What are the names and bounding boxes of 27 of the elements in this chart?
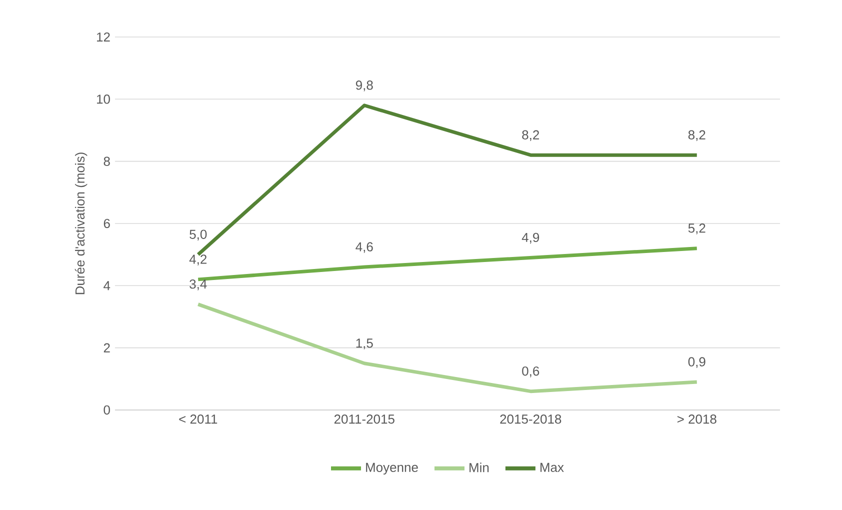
y-tick-label: 10 [97,94,110,104]
data-label: 5,0 [190,230,207,240]
y-tick-label: 6 [104,218,110,228]
data-label: 9,8 [356,80,373,92]
legend-label: Moyenne [366,462,418,475]
data-label: 3,4 [190,279,207,290]
y-tick-label: 2 [104,343,110,352]
data-label: 0,6 [522,366,540,378]
data-label: 5,2 [688,224,706,234]
data-label: 4,6 [356,242,373,253]
data-label: 4,9 [522,232,540,244]
data-label: 4,2 [189,254,207,266]
y-tick-label: 8 [104,156,110,166]
data-label: 8,2 [688,130,706,142]
y-tick-label: 4 [104,281,110,290]
x-tick-label: 2015-2018 [500,414,562,424]
y-axis-title: Durée d'activation (mois) [74,152,88,294]
data-label: 0,9 [688,357,706,368]
x-tick-label: < 2011 [179,414,218,424]
x-tick-label: > 2018 [677,414,716,424]
data-label: 1,5 [356,338,373,350]
y-tick-label: 0 [104,405,110,415]
legend-label: Max [540,462,564,472]
x-tick-label: 2011-2015 [334,414,394,424]
legend-label: Min [470,462,489,472]
data-label: 8,2 [522,130,540,142]
y-tick-label: 12 [97,32,110,42]
